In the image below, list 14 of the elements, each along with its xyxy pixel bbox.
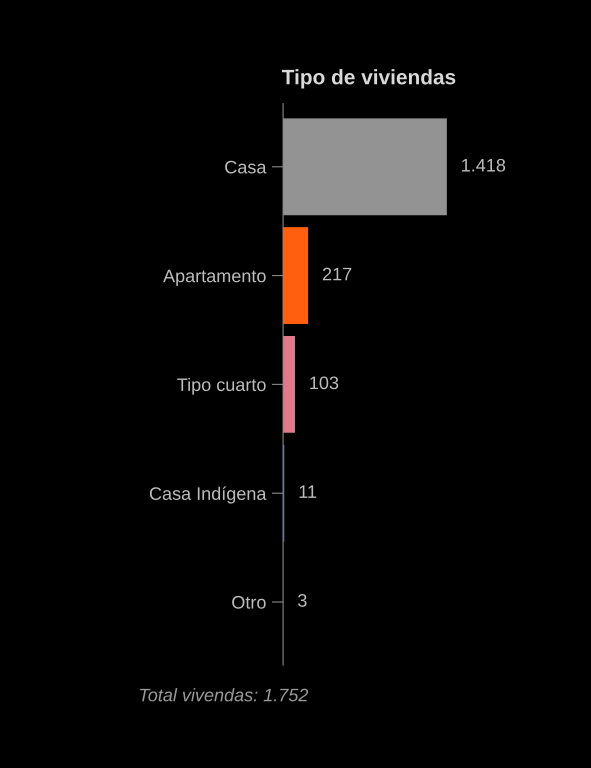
data-label: 11 — [300, 485, 316, 498]
text: Total vivendas: 1.752 — [140, 688, 308, 702]
y-tick-label: Otro — [232, 596, 266, 609]
y-tick-label: Casa — [225, 160, 266, 174]
y-tick-label: Casa Indígena — [150, 486, 266, 504]
y-tick-label: Apartamento — [163, 270, 266, 286]
data-label: 103 — [310, 376, 338, 390]
y-tick-label: Tipo cuarto — [177, 378, 266, 395]
data-label: 217 — [322, 268, 352, 280]
bar — [283, 227, 308, 324]
chart-title: Tipo de viviendas — [282, 69, 456, 89]
bar — [283, 336, 295, 433]
data-label: 3 — [298, 594, 307, 607]
data-label: 1.418 — [462, 158, 506, 172]
